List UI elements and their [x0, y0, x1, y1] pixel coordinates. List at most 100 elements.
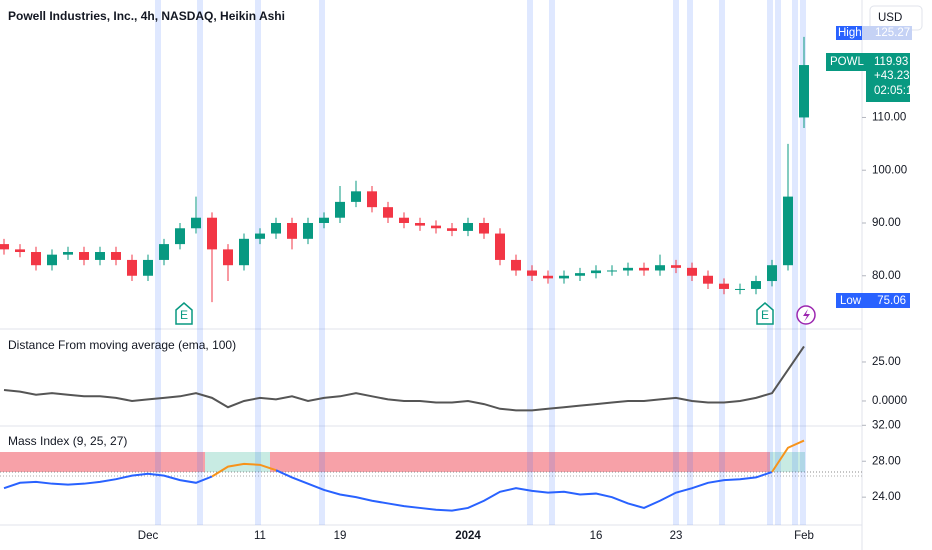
candle-body — [207, 217, 217, 250]
candle-body — [159, 244, 169, 260]
marker-shape[interactable] — [175, 302, 193, 325]
signal-band — [270, 452, 770, 472]
y-tick-label: 25.00 — [872, 356, 901, 368]
candle-body — [511, 259, 521, 271]
high-label: High — [838, 27, 862, 39]
candle-body — [479, 222, 489, 234]
y-tick-label: 80.00 — [872, 270, 901, 282]
last-price-box — [866, 53, 910, 102]
highlight-stripe — [319, 0, 325, 525]
high-value-box — [862, 26, 912, 40]
low-box — [836, 293, 910, 308]
candle-body — [623, 267, 633, 271]
indicator-title: Mass Index (9, 25, 27) — [8, 434, 127, 448]
x-tick-label: Feb — [794, 530, 814, 542]
candle-body — [703, 275, 713, 284]
candle-body — [191, 217, 201, 229]
y-tick-label: 32.00 — [872, 419, 901, 431]
x-tick-label: 23 — [670, 530, 683, 542]
low-label: Low — [840, 295, 862, 307]
earnings-marker[interactable]: E — [756, 302, 774, 325]
candle-body — [735, 288, 745, 290]
highlight-stripe — [775, 0, 781, 525]
indicator-line — [211, 439, 805, 478]
candle-body — [319, 217, 329, 223]
candle-body — [783, 196, 793, 266]
candle-body — [495, 233, 505, 260]
y-tick-label: 90.00 — [872, 217, 901, 229]
last-price: 119.93 — [874, 56, 908, 68]
candle-body — [447, 228, 457, 231]
candle-body — [655, 265, 665, 271]
candle-body — [607, 270, 617, 272]
candle-body — [575, 273, 585, 276]
symbol-box — [826, 53, 866, 71]
y-tick-label: 28.00 — [872, 455, 901, 467]
candle-body — [431, 225, 441, 229]
candle-body — [463, 222, 473, 231]
candle-body — [47, 254, 57, 266]
candle-body — [767, 265, 777, 282]
candle-body — [303, 222, 313, 239]
highlight-stripe — [255, 0, 261, 525]
currency[interactable]: USD — [878, 12, 902, 24]
x-tick-label: 2024 — [455, 530, 481, 542]
candle-body — [639, 267, 649, 271]
candle-body — [127, 259, 137, 276]
highlight-stripe — [155, 0, 161, 525]
candle-body — [383, 207, 393, 218]
y-tick-label: 100.00 — [872, 164, 907, 176]
candle-body — [175, 228, 185, 245]
candle-body — [271, 222, 281, 234]
highlight-stripe — [197, 0, 203, 525]
candle-body — [367, 191, 377, 208]
candle-body — [15, 249, 25, 253]
candle-body — [95, 252, 105, 260]
candle-body — [415, 222, 425, 226]
highlight-stripe — [792, 0, 798, 525]
candle-body — [223, 249, 233, 266]
high-value: 125.27 — [875, 27, 910, 39]
highlight-stripe — [549, 0, 555, 525]
signal-band — [205, 452, 270, 472]
x-tick-label: Dec — [138, 530, 159, 542]
candle-body — [687, 267, 697, 276]
candle-body — [63, 252, 73, 255]
symbol: POWL — [830, 56, 864, 68]
x-tick-label: 16 — [590, 530, 603, 542]
highlight-stripe — [767, 0, 773, 525]
candle-body — [719, 283, 729, 289]
x-tick-label: 11 — [254, 530, 266, 542]
y-tick-label: 0.0000 — [872, 395, 907, 407]
marker-label[interactable]: E — [761, 308, 769, 322]
candle-body — [287, 222, 297, 239]
candle-body — [543, 275, 553, 279]
countdown: 02:05:10 — [874, 85, 919, 97]
signal-band — [0, 452, 205, 472]
candle-body — [751, 281, 761, 289]
candle-body — [559, 275, 569, 279]
candle-body — [671, 265, 681, 268]
candle-body — [399, 217, 409, 223]
signal-band — [770, 452, 805, 472]
indicator-line — [3, 469, 773, 512]
indicator-line — [3, 345, 805, 412]
candle-body — [351, 191, 361, 202]
candle-body — [79, 252, 89, 260]
highlight-stripe — [687, 0, 693, 525]
chart-title: Powell Industries, Inc., 4h, NASDAQ, Hei… — [8, 9, 285, 23]
y-tick-label: 110.00 — [872, 111, 906, 123]
candle-body — [799, 65, 809, 118]
highlight-stripe — [719, 0, 725, 525]
candle-body — [527, 270, 537, 276]
earnings-marker[interactable]: E — [175, 302, 193, 325]
marker-shape[interactable] — [756, 302, 774, 325]
candle-body — [111, 252, 121, 260]
marker-label[interactable]: E — [180, 308, 188, 322]
x-tick-label: 19 — [334, 530, 347, 542]
y-tick-label: 24.00 — [872, 491, 901, 503]
change: +43.23% — [874, 70, 920, 82]
marker-icon[interactable] — [803, 309, 810, 322]
candle-body — [255, 233, 265, 239]
